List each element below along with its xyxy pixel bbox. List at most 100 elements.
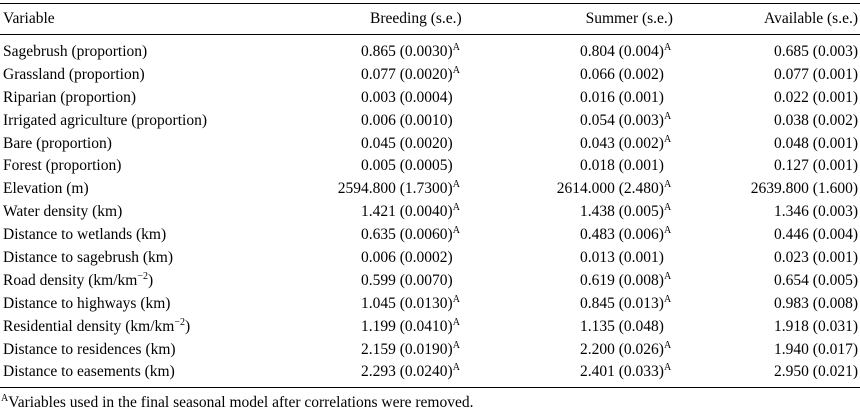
available-value: 0.038 (0.002)	[774, 111, 858, 129]
cell-summer: 0.054 (0.003)A	[466, 109, 677, 132]
cell-summer: 0.043 (0.002)A	[466, 132, 677, 155]
cell-summer: 0.066 (0.002)	[466, 63, 677, 86]
variable-label: Bare (proportion)	[3, 134, 112, 152]
significance-slot: A	[664, 271, 673, 290]
cell-breeding: 1.045 (0.0130)A	[286, 292, 466, 315]
variable-label: Grassland (proportion)	[3, 65, 145, 83]
variable-label: Elevation (m)	[3, 180, 89, 198]
cell-available: 1.346 (0.003)	[677, 200, 860, 223]
significance-slot: A	[664, 202, 673, 221]
breeding-value: 0.599 (0.0070)	[361, 271, 453, 289]
summer-value: 0.054 (0.003)	[580, 111, 664, 129]
significance-marker: A	[452, 293, 460, 305]
significance-slot: A	[664, 111, 673, 130]
table-body: Sagebrush (proportion) 0.865 (0.0030)A 0.8…	[0, 35, 860, 389]
cell-variable: Forest (proportion)	[0, 154, 286, 177]
variable-label: Distance to easements (km)	[3, 363, 175, 381]
table-row: Water density (km) 1.421 (0.0040)A 1.438 (…	[0, 200, 860, 223]
cell-breeding: 2.293 (0.0240)A	[285, 360, 466, 389]
significance-slot: A	[453, 225, 462, 244]
cell-breeding: 0.006 (0.0010)	[286, 109, 466, 132]
summer-value: 0.066 (0.002)	[580, 65, 664, 83]
cell-variable: Distance to sagebrush (km)	[0, 246, 286, 269]
footnote-text: Variables used in the final seasonal mod…	[8, 394, 474, 411]
cell-variable: Riparian (proportion)	[0, 86, 286, 109]
variable-label: Riparian (proportion)	[3, 88, 137, 106]
available-value: 1.918 (0.031)	[774, 317, 858, 335]
summer-value: 0.043 (0.002)	[580, 134, 664, 152]
cell-summer: 0.016 (0.001)	[466, 86, 677, 109]
variable-label: Forest (proportion)	[3, 157, 122, 175]
cell-available: 1.940 (0.017)	[677, 338, 860, 361]
significance-slot: A	[664, 362, 673, 381]
significance-marker: A	[663, 270, 672, 282]
cell-breeding: 0.003 (0.0004)	[286, 86, 466, 109]
cell-available: 0.023 (0.001)	[677, 246, 860, 269]
cell-summer: 0.013 (0.001)	[466, 246, 677, 269]
variable-label: Residential density (km/km	[3, 317, 175, 335]
breeding-value: 2.293 (0.0240)	[361, 363, 453, 381]
table-row: Grassland (proportion) 0.077 (0.0020)A 0.0…	[0, 63, 860, 86]
cell-variable: Elevation (m)	[0, 177, 286, 200]
significance-slot: A	[664, 134, 673, 153]
table-row: Residential density (km/km−2) 1.199 (0.04…	[0, 315, 860, 338]
significance-marker: A	[663, 133, 672, 145]
header-breeding: Breeding (s.e.)	[285, 3, 466, 35]
cell-available: 0.022 (0.001)	[677, 86, 860, 109]
summer-value: 2.401 (0.033)	[580, 363, 664, 381]
variable-label: Road density (km/km	[3, 271, 138, 289]
significance-slot: A	[664, 42, 673, 61]
variable-label: Sagebrush (proportion)	[3, 42, 148, 60]
cell-summer: 0.483 (0.006)A	[466, 223, 677, 246]
significance-marker: A	[452, 64, 460, 76]
variable-label: Distance to highways (km)	[3, 294, 171, 312]
cell-breeding: 0.005 (0.0005)	[286, 154, 466, 177]
cell-summer: 2614.000 (2.480)A	[466, 177, 677, 200]
summer-value: 0.619 (0.008)	[580, 271, 664, 289]
summer-value: 0.483 (0.006)	[580, 226, 664, 244]
significance-marker: A	[452, 362, 460, 374]
table-row: Elevation (m) 2594.800 (1.7300)A 2614.000 …	[0, 177, 860, 200]
cell-available: 0.038 (0.002)	[677, 109, 860, 132]
cell-summer: 0.804 (0.004)A	[466, 35, 677, 63]
available-value: 0.685 (0.003)	[774, 42, 858, 60]
significance-slot: A	[453, 362, 462, 381]
cell-breeding: 2594.800 (1.7300)A	[286, 177, 466, 200]
significance-slot: A	[453, 294, 462, 313]
significance-marker: A	[663, 225, 672, 237]
cell-available: 0.983 (0.008)	[677, 292, 860, 315]
table-row: Riparian (proportion) 0.003 (0.0004) 0.016…	[0, 86, 860, 109]
significance-slot: A	[453, 179, 462, 198]
available-value: 1.346 (0.003)	[774, 203, 858, 221]
variable-label: Water density (km)	[3, 203, 123, 221]
cell-breeding: 0.635 (0.0060)A	[286, 223, 466, 246]
cell-breeding: 0.865 (0.0030)A	[286, 35, 466, 63]
cell-summer: 2.401 (0.033)A	[465, 360, 677, 389]
significance-slot: A	[664, 294, 673, 313]
significance-slot: A	[453, 65, 462, 84]
cell-variable: Distance to highways (km)	[0, 292, 286, 315]
header-summer: Summer (s.e.)	[465, 3, 677, 35]
summer-value: 0.016 (0.001)	[580, 88, 664, 106]
available-value: 0.127 (0.001)	[774, 157, 858, 175]
cell-available: 2.950 (0.021)	[676, 360, 860, 389]
cell-variable: Grassland (proportion)	[0, 63, 286, 86]
table-header-row: Variable Breeding (s.e.) Summer (s.e.) A…	[0, 3, 860, 35]
significance-marker: A	[663, 339, 672, 351]
significance-marker: A	[663, 41, 672, 53]
cell-summer: 0.619 (0.008)A	[466, 269, 677, 292]
significance-slot: A	[664, 340, 673, 359]
summer-value: 0.845 (0.013)	[580, 294, 664, 312]
significance-marker: A	[452, 339, 460, 351]
significance-slot: A	[453, 42, 462, 61]
cell-breeding: 0.599 (0.0070)	[286, 269, 466, 292]
available-value: 0.077 (0.001)	[774, 65, 858, 83]
cell-available: 0.127 (0.001)	[677, 154, 860, 177]
breeding-value: 0.635 (0.0060)	[361, 226, 453, 244]
summer-value: 1.438 (0.005)	[580, 203, 664, 221]
table-row: Distance to residences (km) 2.159 (0.0190…	[0, 338, 860, 361]
available-value: 0.983 (0.008)	[774, 294, 858, 312]
significance-slot: A	[453, 340, 462, 359]
breeding-value: 0.005 (0.0005)	[361, 157, 453, 175]
table-row: Sagebrush (proportion) 0.865 (0.0030)A 0.8…	[0, 35, 860, 63]
